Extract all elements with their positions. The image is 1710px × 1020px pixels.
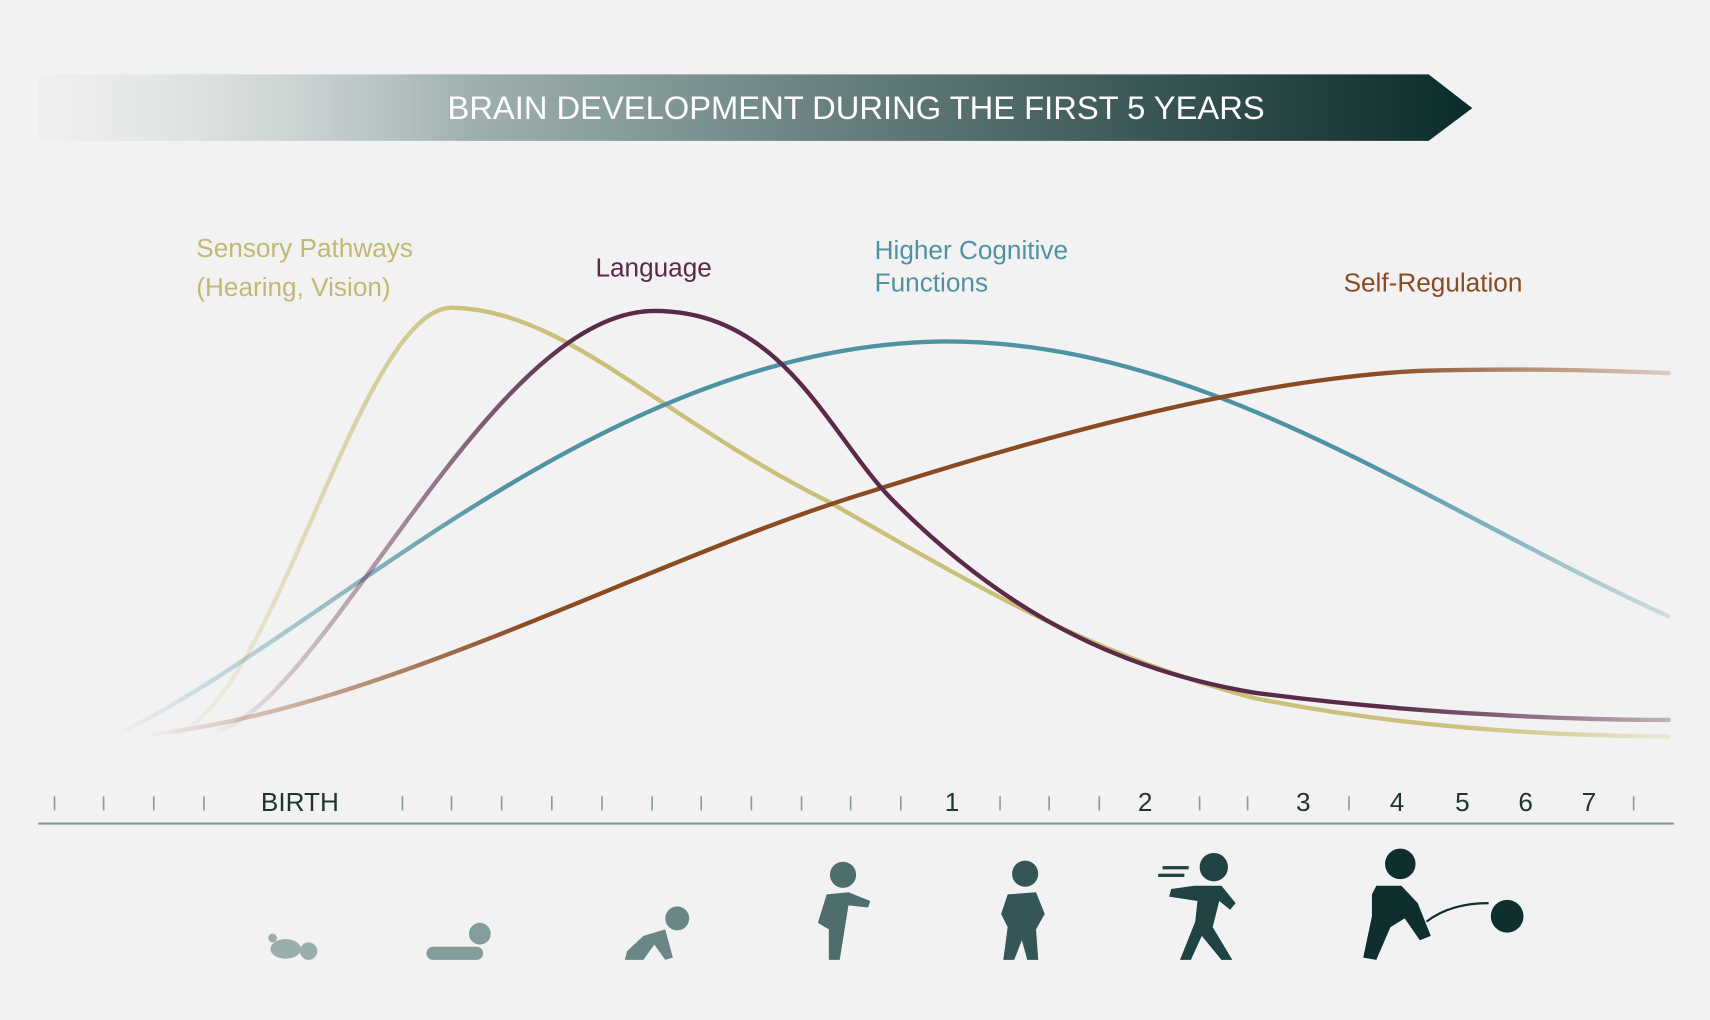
child-icons	[268, 848, 1524, 960]
curve-label: Sensory Pathways	[196, 233, 413, 263]
timeline-ticks	[53, 796, 1635, 811]
timeline-label: 5	[1455, 787, 1470, 817]
timeline-label: 7	[1582, 787, 1597, 817]
icon-crawling	[624, 906, 690, 960]
curve-label: (Hearing, Vision)	[196, 272, 390, 302]
curves	[117, 305, 1671, 739]
title: BRAIN DEVELOPMENT DURING THE FIRST 5 YEA…	[448, 89, 1265, 126]
icon-standing	[817, 861, 871, 960]
timeline-label: 2	[1138, 787, 1153, 817]
timeline-label: 4	[1390, 787, 1405, 817]
icon-walking	[1001, 860, 1045, 960]
curve-label: Language	[595, 252, 711, 282]
icon-kicking	[1363, 848, 1524, 960]
icon-newborn	[268, 933, 318, 960]
icon-lying	[426, 922, 491, 960]
curve-label: Self-Regulation	[1344, 268, 1523, 298]
self-regulation-curve	[150, 367, 1671, 737]
timeline-label: 3	[1296, 787, 1311, 817]
cognitive-curve	[117, 339, 1671, 736]
title-banner	[38, 74, 1473, 141]
sensory-curve	[172, 305, 1671, 739]
icon-running	[1158, 852, 1236, 960]
language-curve	[215, 308, 1671, 734]
timeline-label: 6	[1518, 787, 1533, 817]
timeline-label: 1	[945, 787, 960, 817]
curve-label: Functions	[875, 268, 988, 298]
timeline-label: BIRTH	[261, 787, 339, 817]
curve-label: Higher Cognitive	[875, 235, 1068, 265]
